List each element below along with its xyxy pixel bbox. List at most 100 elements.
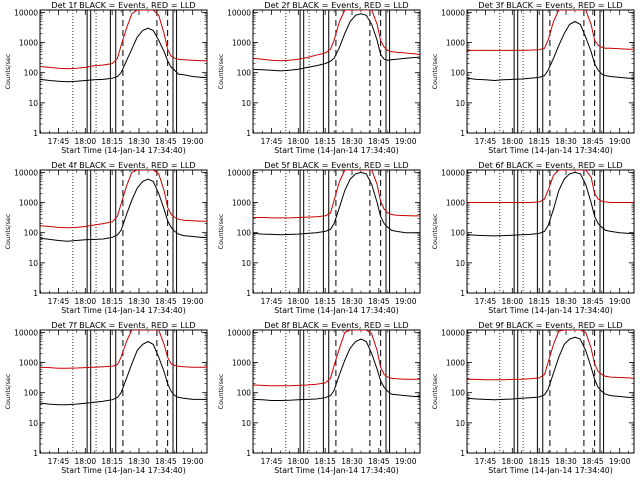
y-axis-label: Counts/sec xyxy=(4,373,12,409)
y-tick-label: 10000 xyxy=(441,328,465,337)
y-tick-label: 1 xyxy=(460,129,465,138)
y-tick-label: 1000 xyxy=(446,199,465,208)
y-tick-label: 1 xyxy=(246,129,251,138)
y-tick-label: 1 xyxy=(460,449,465,458)
y-tick-label: 10000 xyxy=(14,168,38,177)
y-tick-label: 100 xyxy=(24,389,39,398)
x-tick-label: 18:15 xyxy=(314,457,336,466)
events-series-line xyxy=(40,178,207,242)
x-tick-label: 19:00 xyxy=(395,137,417,146)
panel-frame xyxy=(39,329,208,454)
x-tick-label: 19:00 xyxy=(182,457,204,466)
events-series-line xyxy=(467,336,634,401)
x-tick-label: 18:00 xyxy=(502,457,524,466)
y-tick-label: 10 xyxy=(28,259,38,268)
panel-title: Det 3f BLACK = Events, RED = LLD xyxy=(478,0,622,10)
y-axis-label: Counts/sec xyxy=(217,53,225,89)
x-tick-label: 18:30 xyxy=(555,137,577,146)
y-tick-label: 10 xyxy=(28,419,38,428)
x-tick-label: 18:00 xyxy=(288,297,310,306)
y-tick-label: 1000 xyxy=(446,359,465,368)
x-tick-label: 17:45 xyxy=(261,297,283,306)
panel-frame xyxy=(252,9,421,134)
y-tick-label: 1000 xyxy=(232,359,251,368)
x-tick-label: 18:00 xyxy=(75,297,97,306)
y-axis-label: Counts/sec xyxy=(431,373,439,409)
panel-3: Det 3f BLACK = Events, RED = LLD 1 10 100 10… xyxy=(431,0,635,155)
y-tick-label: 1 xyxy=(246,289,251,298)
y-tick-label: 100 xyxy=(451,69,466,78)
y-tick-label: 10000 xyxy=(441,8,465,17)
events-series-line xyxy=(467,20,634,82)
x-tick-label: 18:15 xyxy=(101,457,123,466)
y-axis-label: Counts/sec xyxy=(4,213,12,249)
y-tick-label: 100 xyxy=(451,229,466,238)
x-tick-label: 18:30 xyxy=(128,137,150,146)
panel-frame xyxy=(466,9,635,134)
x-tick-label: 19:00 xyxy=(182,137,204,146)
y-tick-label: 1 xyxy=(33,449,38,458)
panel-title: Det 1f BLACK = Events, RED = LLD xyxy=(51,0,195,10)
x-tick-label: 18:30 xyxy=(128,297,150,306)
events-series-line xyxy=(253,171,420,236)
x-tick-label: 17:45 xyxy=(475,297,497,306)
x-tick-label: 19:00 xyxy=(609,457,631,466)
panel-title: Det 2f BLACK = Events, RED = LLD xyxy=(264,0,408,10)
y-tick-label: 1000 xyxy=(19,39,38,48)
x-tick-label: 17:45 xyxy=(261,457,283,466)
y-tick-label: 10 xyxy=(455,99,465,108)
panel-frame xyxy=(39,169,208,294)
y-tick-label: 1000 xyxy=(232,39,251,48)
x-tick-label: 18:45 xyxy=(155,137,177,146)
y-tick-label: 10 xyxy=(455,259,465,268)
x-tick-label: 18:15 xyxy=(101,297,123,306)
x-axis-label: Start Time (14-Jan-14 17:34:40) xyxy=(488,146,613,155)
y-tick-label: 100 xyxy=(24,69,39,78)
x-tick-label: 18:45 xyxy=(368,457,390,466)
x-tick-label: 18:30 xyxy=(555,297,577,306)
lld-series-line xyxy=(253,170,420,219)
x-axis-label: Start Time (14-Jan-14 17:34:40) xyxy=(61,146,186,155)
panel-8: Det 8f BLACK = Events, RED = LLD 1 10 100 10… xyxy=(217,320,421,475)
y-axis-label: Counts/sec xyxy=(431,53,439,89)
y-tick-label: 10 xyxy=(241,259,251,268)
y-tick-label: 1 xyxy=(33,129,38,138)
x-tick-label: 18:15 xyxy=(528,457,550,466)
y-tick-label: 100 xyxy=(451,389,466,398)
x-tick-label: 18:00 xyxy=(502,137,524,146)
x-tick-label: 17:45 xyxy=(48,137,70,146)
x-tick-label: 18:30 xyxy=(341,457,363,466)
x-tick-label: 19:00 xyxy=(609,137,631,146)
y-tick-label: 1 xyxy=(246,449,251,458)
x-tick-label: 18:45 xyxy=(368,297,390,306)
panel-frame xyxy=(466,169,635,294)
x-tick-label: 18:00 xyxy=(75,137,97,146)
panel-frame xyxy=(252,169,421,294)
y-axis-label: Counts/sec xyxy=(217,373,225,409)
y-tick-label: 1000 xyxy=(232,199,251,208)
x-axis-label: Start Time (14-Jan-14 17:34:40) xyxy=(61,466,186,475)
y-tick-label: 10000 xyxy=(227,8,251,17)
x-tick-label: 18:15 xyxy=(528,137,550,146)
x-axis-label: Start Time (14-Jan-14 17:34:40) xyxy=(274,466,399,475)
x-tick-label: 18:00 xyxy=(75,457,97,466)
events-series-line xyxy=(253,13,420,72)
x-tick-label: 17:45 xyxy=(475,137,497,146)
panel-frame xyxy=(252,329,421,454)
y-tick-label: 100 xyxy=(24,229,39,238)
y-tick-label: 1000 xyxy=(446,39,465,48)
y-tick-label: 10000 xyxy=(441,168,465,177)
y-tick-label: 10 xyxy=(241,419,251,428)
x-tick-label: 17:45 xyxy=(261,137,283,146)
x-tick-label: 18:15 xyxy=(528,297,550,306)
x-tick-label: 18:00 xyxy=(502,297,524,306)
lld-series-line xyxy=(467,10,634,51)
x-tick-label: 18:45 xyxy=(155,457,177,466)
y-tick-label: 10000 xyxy=(14,328,38,337)
events-series-line xyxy=(467,171,634,237)
x-tick-label: 18:00 xyxy=(288,457,310,466)
x-tick-label: 18:30 xyxy=(341,137,363,146)
y-tick-label: 1 xyxy=(460,289,465,298)
